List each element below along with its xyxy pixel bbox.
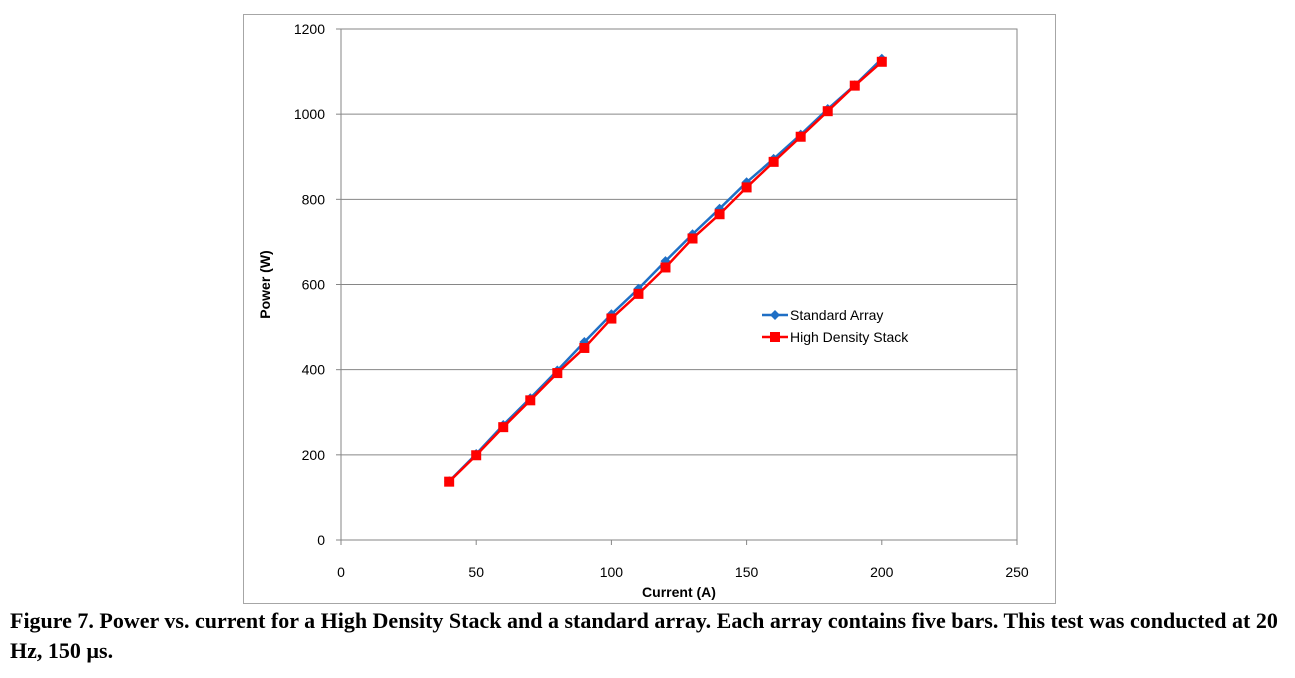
data-point-high-density-stack-40 (444, 476, 455, 487)
legend-marker-high-density-stack (770, 332, 780, 342)
y-tick-label-400: 400 (302, 362, 326, 378)
y-tick-label-1200: 1200 (294, 21, 325, 37)
legend-marker-standard-array (770, 310, 780, 320)
data-point-high-density-stack-140 (714, 209, 725, 220)
legend-item-standard-array: Standard Array (762, 307, 883, 323)
x-tick-label-250: 250 (1005, 564, 1029, 580)
data-point-high-density-stack-180 (822, 106, 833, 117)
x-tick-label-200: 200 (870, 564, 894, 580)
data-point-high-density-stack-120 (660, 262, 671, 273)
data-point-high-density-stack-70 (525, 395, 536, 406)
x-axis-title: Current (A) (642, 584, 716, 600)
series-high-density-stack (444, 56, 887, 487)
legend-label-standard-array: Standard Array (790, 307, 883, 323)
y-tick-label-600: 600 (302, 277, 326, 293)
data-point-high-density-stack-150 (741, 182, 752, 193)
data-point-high-density-stack-60 (498, 422, 509, 433)
x-tick-label-0: 0 (337, 564, 345, 580)
y-tick-label-0: 0 (317, 532, 325, 548)
grid-lines (336, 28, 1018, 545)
x-tick-label-50: 50 (468, 564, 484, 580)
chart-frame: 0 200 400 600 800 1000 1200 0 50 100 150 200 250 Cur… (243, 14, 1056, 604)
data-point-high-density-stack-80 (552, 368, 563, 379)
y-axis-title: Power (W) (257, 250, 273, 318)
y-tick-label-800: 800 (302, 191, 326, 207)
data-point-high-density-stack-130 (687, 233, 698, 244)
y-tick-label-200: 200 (302, 447, 326, 463)
data-point-high-density-stack-190 (849, 80, 860, 91)
data-point-high-density-stack-170 (795, 131, 806, 142)
data-point-high-density-stack-90 (579, 342, 590, 353)
y-tick-label-1000: 1000 (294, 106, 325, 122)
x-tick-label-100: 100 (600, 564, 624, 580)
data-point-high-density-stack-200 (876, 56, 887, 67)
data-point-high-density-stack-50 (471, 450, 482, 461)
power-vs-current-chart: 0 200 400 600 800 1000 1200 0 50 100 150 200 250 Cur… (257, 21, 1029, 600)
figure-caption: Figure 7. Power vs. current for a High D… (10, 608, 1278, 663)
legend-label-high-density-stack: High Density Stack (790, 329, 909, 345)
data-point-high-density-stack-160 (768, 156, 779, 167)
legend-item-high-density-stack: High Density Stack (762, 329, 909, 345)
legend: Standard Array High Density Stack (762, 307, 909, 345)
data-point-high-density-stack-100 (606, 313, 617, 324)
series-layer (444, 53, 887, 487)
data-point-high-density-stack-110 (633, 288, 644, 299)
x-tick-label-150: 150 (735, 564, 759, 580)
tick-labels: 0 200 400 600 800 1000 1200 0 50 100 150 200 250 (294, 21, 1029, 580)
